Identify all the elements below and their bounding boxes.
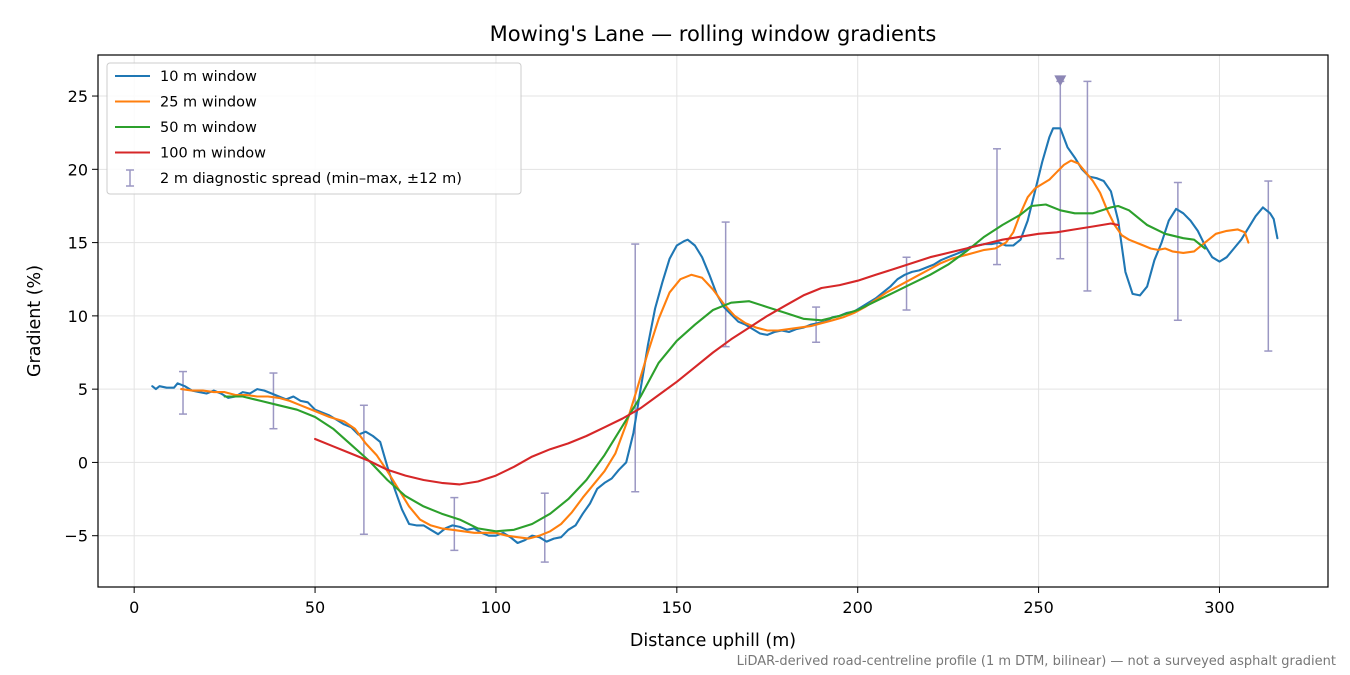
x-axis-label: Distance uphill (m) <box>630 631 796 651</box>
y-tick-label: 10 <box>68 307 88 326</box>
legend-entry: 50 m window <box>160 120 257 136</box>
legend-entry: 100 m window <box>160 146 266 162</box>
legend: 10 m window 25 m window 50 m window 100 m w… <box>106 62 522 195</box>
error-bar <box>631 243 640 493</box>
legend-entry: 2 m diagnostic spread (min–max, ±12 m) <box>160 171 462 187</box>
error-bar <box>450 496 459 552</box>
error-bar <box>1264 180 1273 352</box>
chart-title: Mowing's Lane — rolling window gradients <box>490 22 937 46</box>
y-tick-label: 20 <box>68 160 88 179</box>
x-tick-label: 0 <box>129 598 139 617</box>
error-bar <box>269 372 278 430</box>
error-bar <box>359 404 368 535</box>
x-tick-label: 200 <box>842 598 873 617</box>
series-line <box>180 159 1250 540</box>
legend-entry: 10 m window <box>160 69 257 85</box>
x-tick-label: 50 <box>305 598 325 617</box>
y-axis-label: Gradient (%) <box>25 265 45 377</box>
series-line <box>314 222 1120 486</box>
peak-triangle-marker <box>1054 75 1067 87</box>
error-bar <box>540 492 549 563</box>
legend-entry: 25 m window <box>160 95 257 111</box>
error-bar <box>179 370 188 415</box>
legend-box <box>106 62 522 195</box>
y-tick-label: 0 <box>78 453 88 472</box>
y-tick-label: −5 <box>64 527 88 546</box>
plot-frame <box>97 54 1329 588</box>
error-bar <box>902 256 911 311</box>
error-bar <box>992 148 1001 266</box>
peak-marker <box>1054 75 1067 87</box>
x-tick-label: 100 <box>481 598 512 617</box>
y-tick-label: 5 <box>78 380 88 399</box>
x-axis-ticks: 0 50 100 150 200 250 300 <box>129 587 1235 617</box>
series-lines <box>151 127 1279 545</box>
x-tick-label: 300 <box>1204 598 1235 617</box>
x-tick-label: 150 <box>662 598 693 617</box>
x-tick-label: 250 <box>1023 598 1054 617</box>
error-bar <box>1083 80 1092 292</box>
error-bar <box>721 221 730 348</box>
y-tick-label: 15 <box>68 234 88 253</box>
y-tick-label: 25 <box>68 87 88 106</box>
y-axis-ticks: −5 0 5 10 15 20 25 <box>64 87 98 546</box>
series-line <box>223 203 1207 533</box>
footnote: LiDAR-derived road-centreline profile (1… <box>737 654 1336 669</box>
